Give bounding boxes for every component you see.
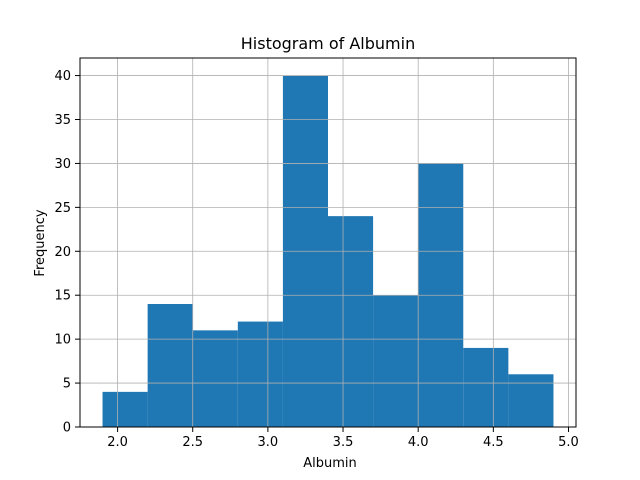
x-tick-label: 2.0 (107, 435, 128, 450)
histogram-bar (373, 295, 419, 427)
y-tick-label: 30 (54, 157, 71, 172)
histogram-bar (508, 374, 554, 427)
x-axis-label: Albumin (303, 456, 357, 471)
x-tick-label: 4.0 (408, 435, 429, 450)
x-tick-label: 4.5 (483, 435, 504, 450)
x-tick-label: 3.5 (333, 435, 354, 450)
x-tick-label: 2.5 (182, 435, 203, 450)
x-tick-label: 5.0 (558, 435, 579, 450)
tick-marks: 2.0 2.5 3.0 3.5 4.0 4.5 5.0 0 5 10 15 20 25 30 35 40 (54, 69, 578, 450)
y-tick-label: 10 (54, 333, 71, 348)
y-tick-label: 25 (54, 201, 71, 216)
histogram-bar (192, 330, 238, 427)
y-tick-label: 40 (54, 69, 71, 84)
y-tick-label: 15 (54, 289, 71, 304)
plot-frame (79, 57, 577, 428)
histogram-bar (237, 321, 283, 427)
y-tick-label: 35 (54, 113, 71, 128)
y-tick-label: 20 (54, 245, 71, 260)
y-tick-label: 5 (63, 377, 71, 392)
y-axis-label: Frequency (33, 209, 48, 276)
x-tick-label: 3.0 (258, 435, 279, 450)
histogram-bar (102, 391, 148, 427)
histogram-bar (328, 216, 374, 427)
axes-frame (79, 57, 577, 428)
histogram-bar (463, 347, 509, 427)
chart-title: Histogram of Albumin (241, 34, 415, 53)
y-tick-label: 0 (63, 421, 71, 436)
histogram-bar (147, 304, 193, 427)
